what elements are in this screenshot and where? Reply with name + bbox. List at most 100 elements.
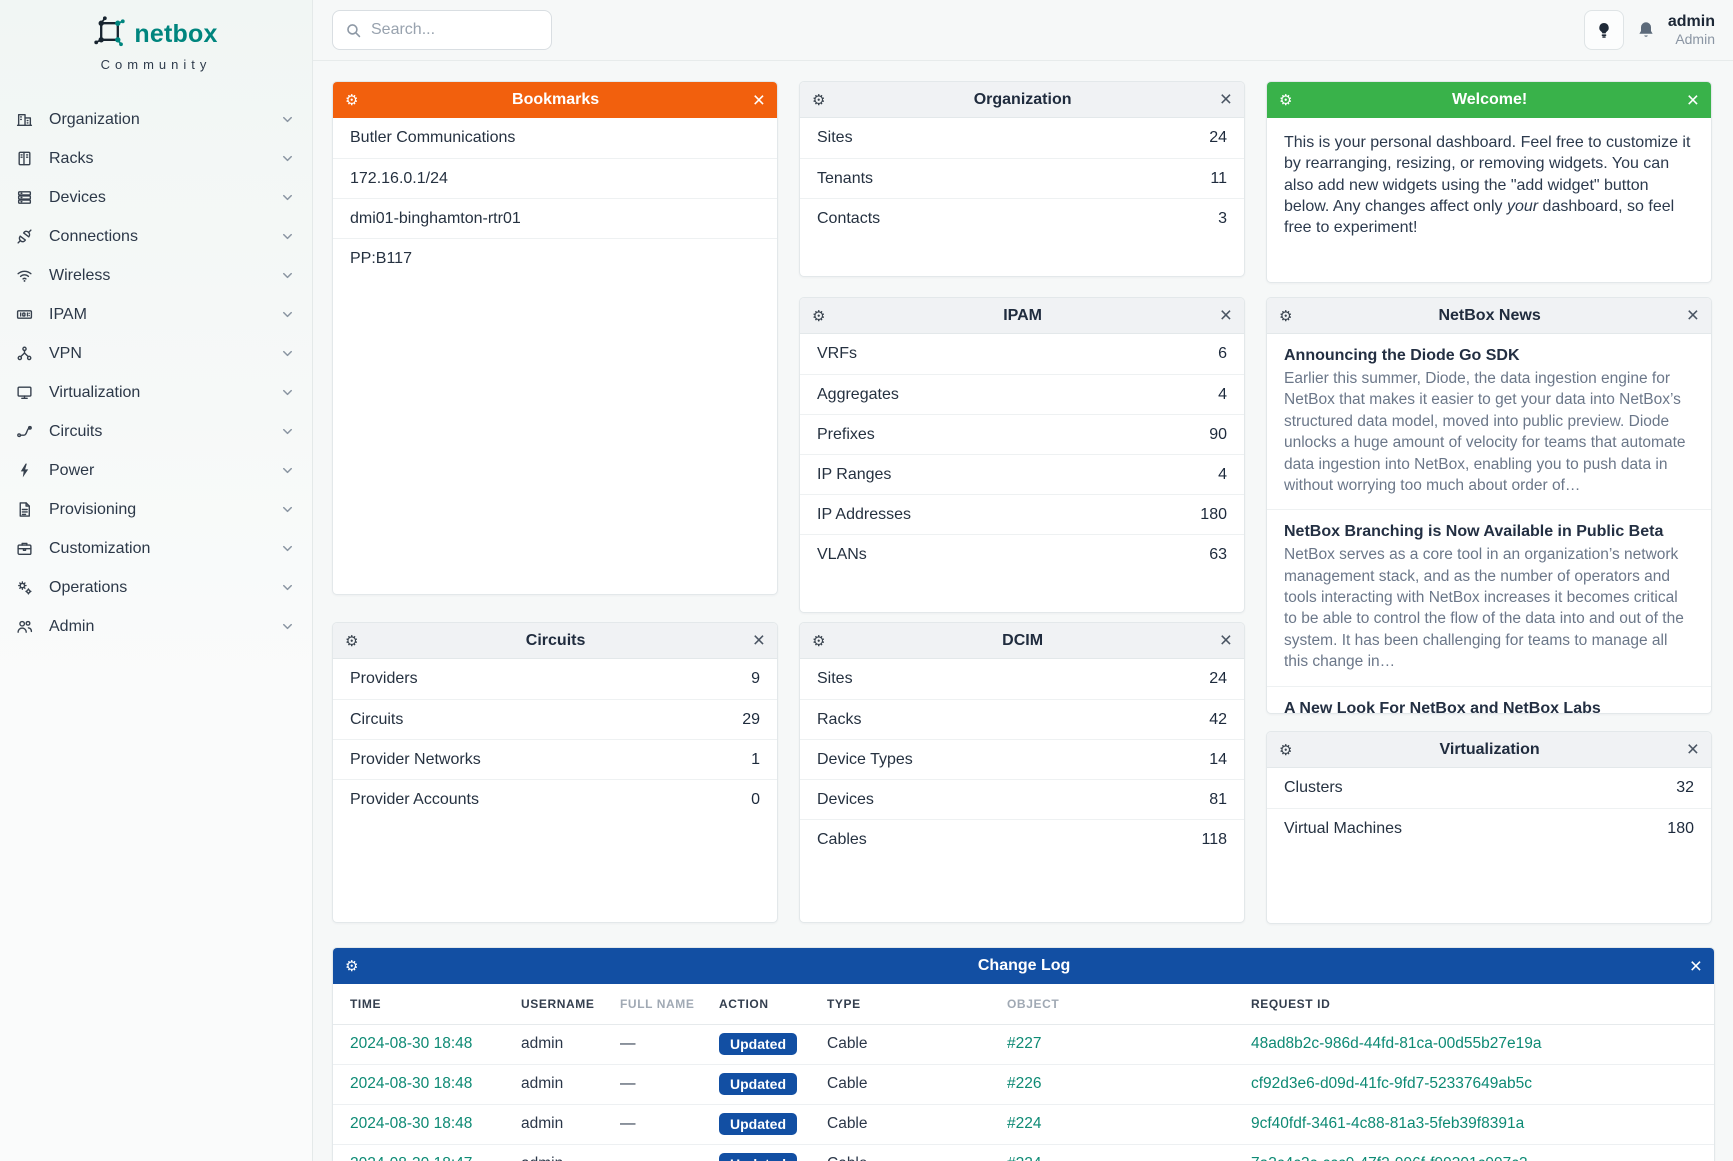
circuits-stat-provider-networks[interactable]: Provider Networks 1 xyxy=(333,739,777,779)
close-icon[interactable]: × xyxy=(1219,304,1232,327)
close-icon[interactable]: × xyxy=(1686,88,1699,112)
ipam-stat-aggregates[interactable]: Aggregates 4 xyxy=(800,374,1244,414)
dashboard: ⚙ Bookmarks × Butler Communications 172.1… xyxy=(313,61,1733,1161)
news-article-title[interactable]: Announcing the Diode Go SDK xyxy=(1284,347,1520,364)
news-article-title[interactable]: A New Look For NetBox and NetBox Labs xyxy=(1284,699,1601,714)
sidebar-item-virtualization[interactable]: Virtualization xyxy=(0,373,312,412)
cell-time: 2024-08-30 18:48 xyxy=(333,1024,521,1064)
brand[interactable]: netbox Community xyxy=(0,0,312,72)
sidebar-item-connections[interactable]: Connections xyxy=(0,217,312,256)
bookmark-item[interactable]: Butler Communications xyxy=(350,129,516,146)
username: admin xyxy=(1667,12,1715,30)
search-box[interactable] xyxy=(332,10,552,50)
cell-action: Updated xyxy=(719,1144,827,1161)
sidebar-item-customization[interactable]: Customization xyxy=(0,529,312,568)
close-icon[interactable]: × xyxy=(1686,304,1699,327)
cell-full-name: — xyxy=(620,1035,636,1052)
dcim-stat-devices[interactable]: Devices 81 xyxy=(800,779,1244,819)
virtualization-stat-clusters[interactable]: Clusters 32 xyxy=(1267,768,1711,808)
sidebar-item-organization[interactable]: Organization xyxy=(0,100,312,139)
column-header-username[interactable]: USERNAME xyxy=(521,996,595,1011)
chevron-down-icon xyxy=(280,346,295,361)
column-header-object[interactable]: OBJECT xyxy=(1007,996,1060,1011)
time-link[interactable]: 2024-08-30 18:48 xyxy=(350,1115,473,1132)
sidebar-item-vpn[interactable]: VPN xyxy=(0,334,312,373)
object-link[interactable]: #226 xyxy=(1007,1075,1042,1092)
user-role: Admin xyxy=(1675,31,1715,48)
gear-icon[interactable]: ⚙ xyxy=(1279,741,1293,759)
sidebar-item-operations[interactable]: Operations xyxy=(0,568,312,607)
sidebar-item-wireless[interactable]: Wireless xyxy=(0,256,312,295)
notifications-bell-icon[interactable] xyxy=(1636,20,1656,40)
column-header-type[interactable]: TYPE xyxy=(827,996,861,1011)
sidebar-item-label: Organization xyxy=(49,110,140,128)
user-menu[interactable]: admin Admin xyxy=(1668,13,1715,47)
bookmark-item[interactable]: 172.16.0.1/24 xyxy=(333,158,777,198)
ipam-stat-vrfs[interactable]: VRFs 6 xyxy=(800,334,1244,374)
circuits-stat-provider-accounts[interactable]: Provider Accounts 0 xyxy=(333,779,777,819)
ipam-stat-ip-addresses[interactable]: IP Addresses 180 xyxy=(800,494,1244,534)
ipam-stat-ip-ranges[interactable]: IP Ranges 4 xyxy=(800,454,1244,494)
gear-icon[interactable]: ⚙ xyxy=(345,958,359,975)
light-mode-toggle-icon[interactable] xyxy=(1583,10,1624,50)
bookmark-item[interactable]: dmi01-binghamton-rtr01 xyxy=(333,198,777,238)
changelog-widget: ⚙ Change Log × TIME USERNAME FULL NAME ACTI… xyxy=(332,947,1715,1161)
virtualization-stat-virtual-machines[interactable]: Virtual Machines 180 xyxy=(1267,808,1711,848)
monitor-icon xyxy=(16,384,34,402)
column-header-action[interactable]: ACTION xyxy=(719,996,769,1011)
gear-icon[interactable]: ⚙ xyxy=(1279,92,1293,109)
gears-icon xyxy=(16,579,34,597)
request-id-link[interactable]: 9cf40fdf-3461-4c88-81a3-5feb39f8391a xyxy=(1251,1115,1525,1132)
dcim-stat-sites[interactable]: Sites 24 xyxy=(800,659,1244,699)
gear-icon[interactable]: ⚙ xyxy=(345,632,359,650)
circuits-stat-providers[interactable]: Providers 9 xyxy=(333,659,777,699)
sidebar-item-power[interactable]: Power xyxy=(0,451,312,490)
organization-stat-contacts[interactable]: Contacts 3 xyxy=(800,198,1244,238)
bookmark-item[interactable]: PP:B117 xyxy=(333,238,777,278)
dcim-stat-cables[interactable]: Cables 118 xyxy=(800,819,1244,859)
sidebar-item-circuits[interactable]: Circuits xyxy=(0,412,312,451)
gear-icon[interactable]: ⚙ xyxy=(812,632,826,650)
close-icon[interactable]: × xyxy=(1689,954,1702,978)
gear-icon[interactable]: ⚙ xyxy=(812,91,826,109)
object-link[interactable]: #227 xyxy=(1007,1035,1042,1052)
time-link[interactable]: 2024-08-30 18:48 xyxy=(350,1035,473,1052)
gear-icon[interactable]: ⚙ xyxy=(812,307,826,325)
column-header-time[interactable]: TIME xyxy=(350,996,382,1011)
chevron-down-icon xyxy=(280,229,295,244)
stat-value: 4 xyxy=(1218,465,1227,483)
ipam-icon xyxy=(16,306,34,324)
request-id-link[interactable]: cf92d3e6-d09d-41fc-9fd7-52337649ab5c xyxy=(1251,1075,1532,1092)
time-link[interactable]: 2024-08-30 18:47 xyxy=(350,1155,472,1161)
sidebar-item-provisioning[interactable]: Provisioning xyxy=(0,490,312,529)
organization-stat-sites[interactable]: Sites 24 xyxy=(800,118,1244,158)
sidebar-item-racks[interactable]: Racks xyxy=(0,139,312,178)
object-link[interactable]: #224 xyxy=(1007,1155,1041,1161)
close-icon[interactable]: × xyxy=(752,629,765,652)
dcim-stat-racks[interactable]: Racks 42 xyxy=(800,699,1244,739)
close-icon[interactable]: × xyxy=(752,88,765,112)
sidebar-item-admin[interactable]: Admin xyxy=(0,607,312,646)
time-link[interactable]: 2024-08-30 18:48 xyxy=(350,1075,473,1092)
close-icon[interactable]: × xyxy=(1686,738,1699,761)
gear-icon[interactable]: ⚙ xyxy=(345,92,359,109)
close-icon[interactable]: × xyxy=(1219,629,1232,652)
organization-stat-tenants[interactable]: Tenants 11 xyxy=(800,158,1244,198)
column-header-request-id[interactable]: REQUEST ID xyxy=(1251,996,1331,1011)
news-article: A New Look For NetBox and NetBox Labs xyxy=(1267,685,1711,714)
news-article-title[interactable]: NetBox Branching is Now Available in Pub… xyxy=(1284,523,1664,541)
close-icon[interactable]: × xyxy=(1219,88,1232,111)
request-id-link[interactable]: 48ad8b2c-986d-44fd-81ca-00d55b27e19a xyxy=(1251,1035,1542,1052)
circuits-stat-circuits[interactable]: Circuits 29 xyxy=(333,699,777,739)
sidebar-item-ipam[interactable]: IPAM xyxy=(0,295,312,334)
gear-icon[interactable]: ⚙ xyxy=(1279,307,1293,325)
search-input[interactable] xyxy=(371,21,539,39)
column-header-full-name[interactable]: FULL NAME xyxy=(620,996,695,1011)
sidebar-item-devices[interactable]: Devices xyxy=(0,178,312,217)
ipam-stat-prefixes[interactable]: Prefixes 90 xyxy=(800,414,1244,454)
ipam-stat-vlans[interactable]: VLANs 63 xyxy=(800,534,1244,574)
request-id-link[interactable]: 7a3c4c3c-ccc9-47f2-996f-f99301c997c3 xyxy=(1251,1155,1528,1161)
stat-label: VRFs xyxy=(817,345,857,362)
object-link[interactable]: #224 xyxy=(1007,1115,1042,1132)
dcim-stat-device-types[interactable]: Device Types 14 xyxy=(800,739,1244,779)
